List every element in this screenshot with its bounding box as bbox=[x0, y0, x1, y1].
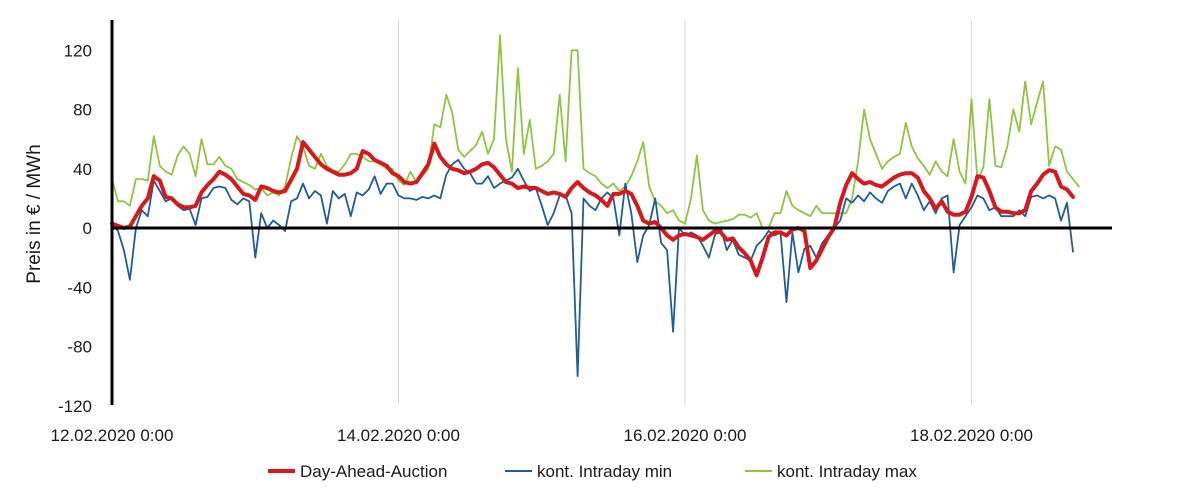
y-tick-label: 0 bbox=[83, 219, 92, 238]
y-tick-label: -80 bbox=[67, 338, 92, 357]
y-tick-label: -40 bbox=[67, 278, 92, 297]
x-tick-label: 18.02.2020 0:00 bbox=[910, 426, 1033, 445]
y-tick-label: -120 bbox=[58, 397, 92, 416]
y-axis-tick-labels: 120 80 40 0 -40 -80 -120 bbox=[58, 41, 92, 416]
x-tick-label: 16.02.2020 0:00 bbox=[624, 426, 747, 445]
y-tick-label: 80 bbox=[73, 101, 92, 120]
legend: Day-Ahead-Auction kont. Intraday min kont.… bbox=[268, 462, 917, 481]
y-tick-label: 120 bbox=[64, 41, 92, 60]
legend-label: kont. Intraday min bbox=[537, 462, 672, 481]
x-tick-label: 14.02.2020 0:00 bbox=[337, 426, 460, 445]
vertical-gridlines bbox=[398, 20, 972, 405]
y-axis-title: Preis in € / MWh bbox=[24, 144, 45, 283]
series-line-1 bbox=[111, 158, 1074, 378]
y-tick-label: 40 bbox=[73, 160, 92, 179]
legend-label: Day-Ahead-Auction bbox=[300, 462, 447, 481]
series-lines bbox=[110, 34, 1080, 378]
x-axis-tick-labels: 12.02.2020 0:00 14.02.2020 0:00 16.02.2020… bbox=[51, 426, 1033, 445]
series-line-0 bbox=[110, 140, 1075, 278]
legend-label: kont. Intraday max bbox=[777, 462, 917, 481]
x-tick-label: 12.02.2020 0:00 bbox=[51, 426, 174, 445]
